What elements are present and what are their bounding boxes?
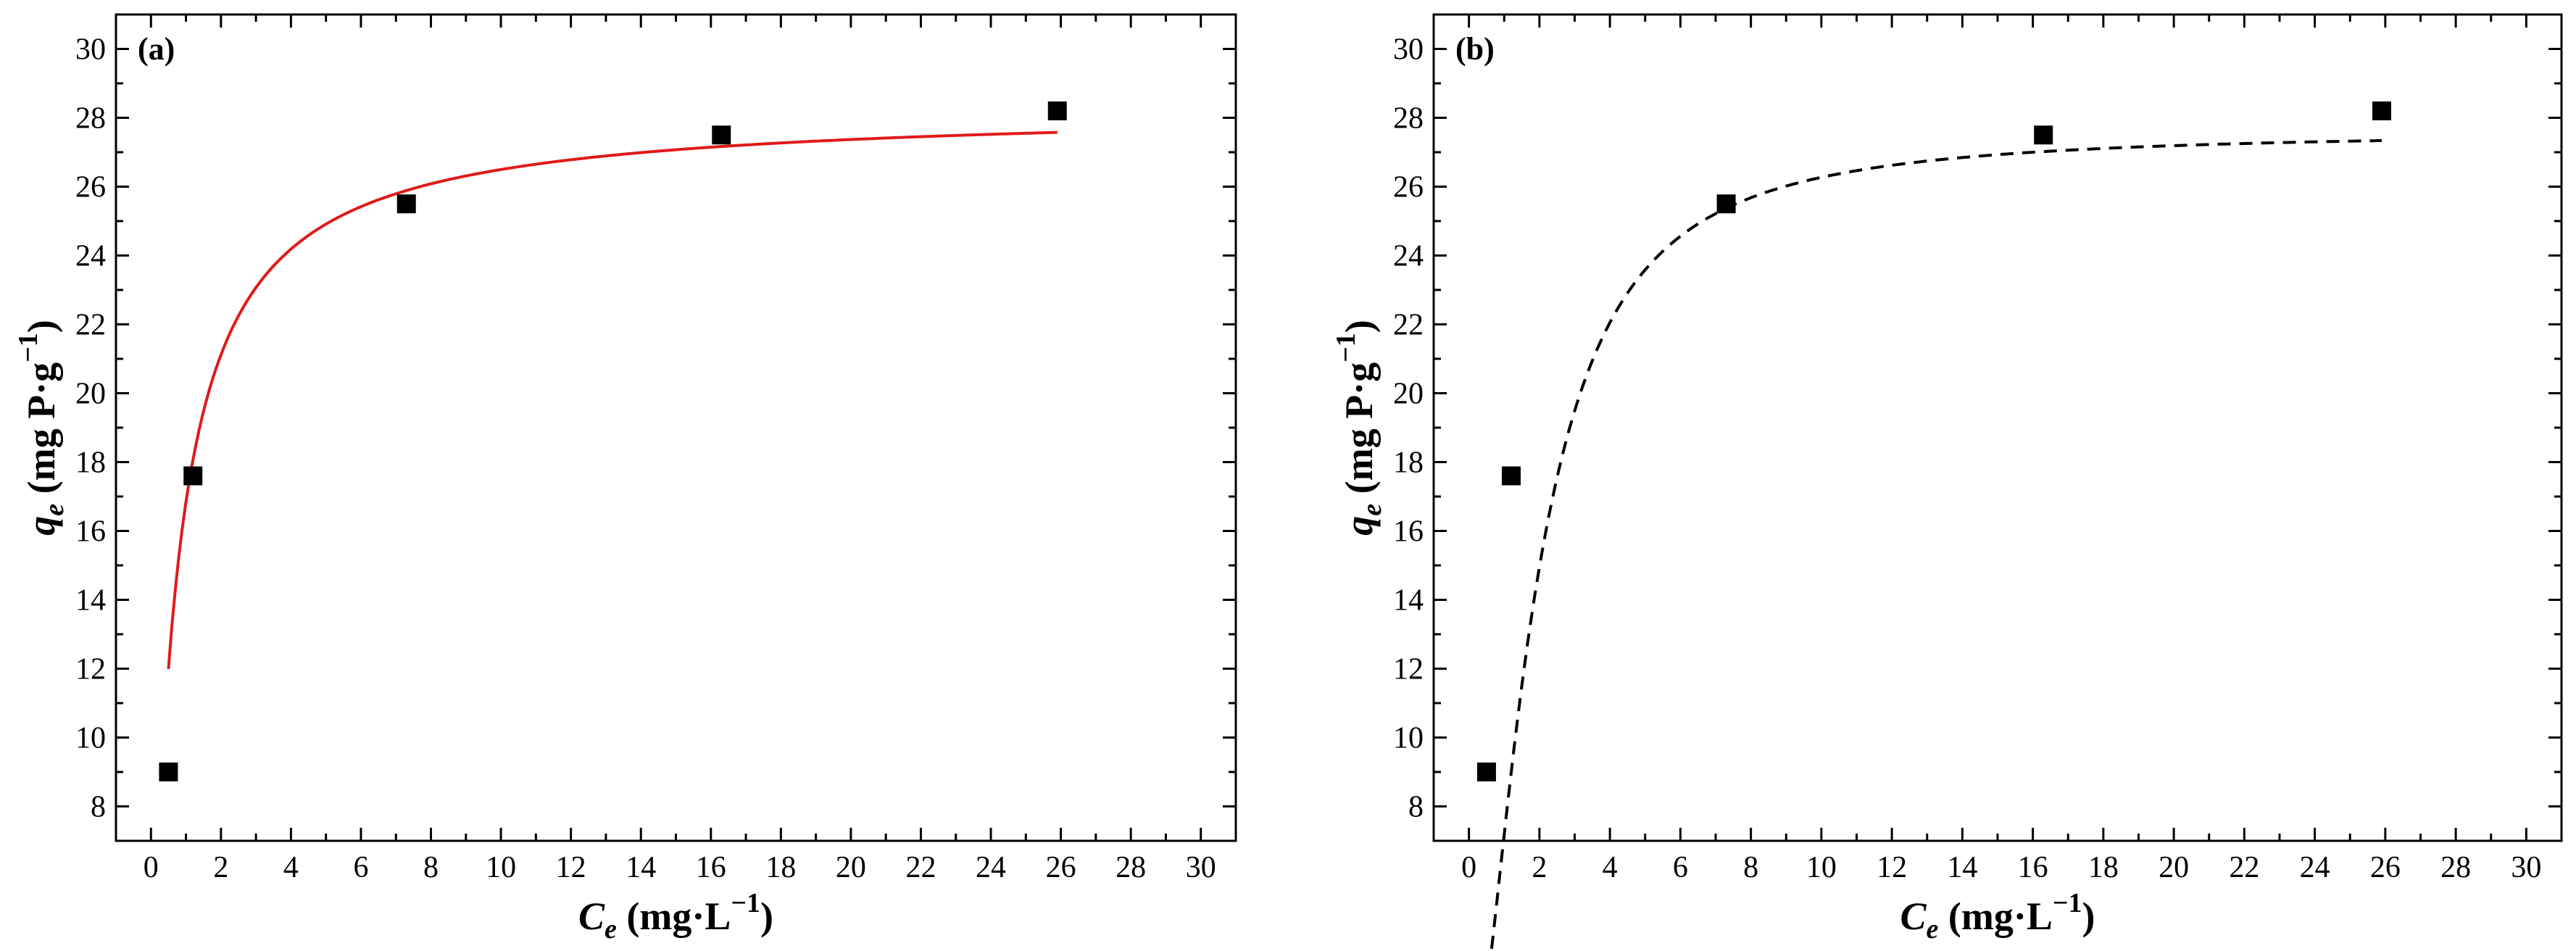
x-tick-label: 6 — [353, 851, 368, 884]
y-axis-subscript: e — [1357, 504, 1387, 516]
x-axis-subscript: e — [604, 914, 617, 944]
fit-curve — [167, 130, 1058, 670]
y-axis-unit-exponent: −1 — [13, 333, 43, 362]
y-axis-subscript: e — [39, 504, 70, 516]
data-point — [159, 763, 178, 781]
y-tick-label: 10 — [75, 722, 106, 755]
x-tick-label: 30 — [2511, 851, 2541, 884]
x-tick-label: 18 — [2088, 851, 2119, 884]
y-axis-title: qe (mg P·g−1) — [1331, 320, 1387, 535]
x-tick-label: 6 — [1673, 851, 1688, 884]
y-tick-label: 22 — [1393, 309, 1424, 342]
panel-label: (a) — [138, 31, 175, 67]
y-tick-label: 8 — [91, 791, 106, 824]
x-tick-label: 2 — [1532, 851, 1547, 884]
x-tick-label: 24 — [2300, 851, 2330, 884]
panel-label: (b) — [1455, 31, 1495, 67]
data-point — [712, 125, 731, 145]
x-tick-label: 30 — [1186, 851, 1216, 884]
data-point — [396, 194, 416, 214]
data-point — [2034, 125, 2053, 145]
x-tick-label: 20 — [2159, 851, 2189, 884]
y-tick-label: 14 — [75, 584, 106, 618]
plot-frame — [1432, 13, 2563, 842]
x-tick-label: 20 — [836, 851, 866, 884]
y-tick-label: 8 — [1408, 791, 1424, 824]
y-axis-symbol: q — [1337, 516, 1381, 536]
y-tick-label: 12 — [1393, 653, 1424, 686]
x-tick-label: 16 — [696, 851, 726, 884]
y-axis-unit: (mg P·g — [1337, 362, 1381, 504]
x-axis-subscript: e — [1927, 914, 1939, 944]
y-tick-label: 20 — [75, 378, 106, 411]
x-axis-title: Ce (mg·L−1) — [1900, 888, 2095, 944]
y-tick-label: 16 — [1393, 515, 1424, 549]
x-tick-label: 16 — [2018, 851, 2048, 884]
x-tick-label: 12 — [1877, 851, 1907, 884]
data-point — [1716, 194, 1736, 214]
y-tick-label: 26 — [75, 171, 106, 204]
x-axis-unit-close: ) — [760, 894, 773, 938]
x-axis-unit-close: ) — [2082, 894, 2095, 938]
y-axis-symbol: q — [20, 516, 63, 536]
y-tick-label: 28 — [1393, 102, 1424, 136]
x-tick-label: 2 — [213, 851, 228, 884]
x-tick-label: 22 — [2229, 851, 2259, 884]
x-axis-unit: (mg·L — [617, 894, 731, 938]
x-tick-label: 28 — [1115, 851, 1146, 884]
x-tick-label: 12 — [556, 851, 586, 884]
y-tick-label: 24 — [75, 240, 106, 273]
y-tick-label: 20 — [1393, 378, 1424, 411]
x-tick-label: 22 — [905, 851, 936, 884]
y-tick-label: 24 — [1393, 240, 1424, 273]
x-tick-label: 14 — [626, 851, 656, 884]
y-axis-unit: (mg P·g — [20, 362, 63, 504]
x-tick-label: 4 — [283, 851, 299, 884]
x-axis-symbol: C — [1900, 894, 1927, 938]
fit-curve — [1489, 138, 2382, 951]
y-tick-label: 30 — [1393, 33, 1424, 67]
data-point — [183, 466, 203, 486]
data-point — [1047, 101, 1067, 120]
y-tick-label: 16 — [75, 515, 106, 549]
x-tick-label: 26 — [1046, 851, 1076, 884]
y-tick-label: 18 — [75, 447, 106, 480]
x-tick-label: 0 — [144, 851, 159, 884]
y-tick-label: 14 — [1393, 584, 1424, 618]
y-axis-unit-close: ) — [1337, 320, 1381, 333]
x-tick-label: 0 — [1461, 851, 1476, 884]
x-tick-label: 8 — [1743, 851, 1758, 884]
x-axis-title: Ce (mg·L−1) — [578, 888, 773, 944]
x-tick-label: 28 — [2440, 851, 2471, 884]
x-tick-label: 8 — [423, 851, 439, 884]
x-tick-label: 26 — [2370, 851, 2401, 884]
data-point — [2372, 101, 2392, 120]
y-axis-unit-close: ) — [20, 320, 63, 333]
x-tick-label: 10 — [1806, 851, 1837, 884]
y-tick-label: 22 — [75, 309, 106, 342]
data-point — [1476, 763, 1496, 781]
y-axis-unit-exponent: −1 — [1331, 333, 1361, 362]
y-tick-label: 10 — [1393, 722, 1424, 755]
y-tick-label: 12 — [75, 653, 106, 686]
y-axis-title: qe (mg P·g−1) — [13, 320, 70, 535]
x-tick-label: 18 — [765, 851, 796, 884]
x-tick-label: 24 — [976, 851, 1006, 884]
chart-panel-a: 0 2 4 6 8 10 12 14 16 18 20 22 24 26 28 308101214161820… — [13, 13, 1237, 944]
x-axis-unit: (mg·L — [1938, 894, 2053, 938]
chart-panel-b: 0 2 4 6 8 10 12 14 16 18 20 22 24 26 28 308101214161820… — [1331, 13, 2563, 951]
data-point — [1501, 466, 1521, 486]
plot-frame — [115, 13, 1237, 842]
x-tick-label: 4 — [1603, 851, 1618, 884]
x-tick-label: 10 — [486, 851, 516, 884]
y-tick-label: 26 — [1393, 171, 1424, 204]
y-tick-label: 30 — [75, 33, 106, 67]
x-axis-symbol: C — [578, 894, 605, 938]
x-axis-unit-exponent: −1 — [2053, 888, 2082, 918]
y-tick-label: 18 — [1393, 447, 1424, 480]
x-axis-unit-exponent: −1 — [731, 888, 760, 918]
x-tick-label: 14 — [1947, 851, 1977, 884]
y-tick-label: 28 — [75, 102, 106, 136]
